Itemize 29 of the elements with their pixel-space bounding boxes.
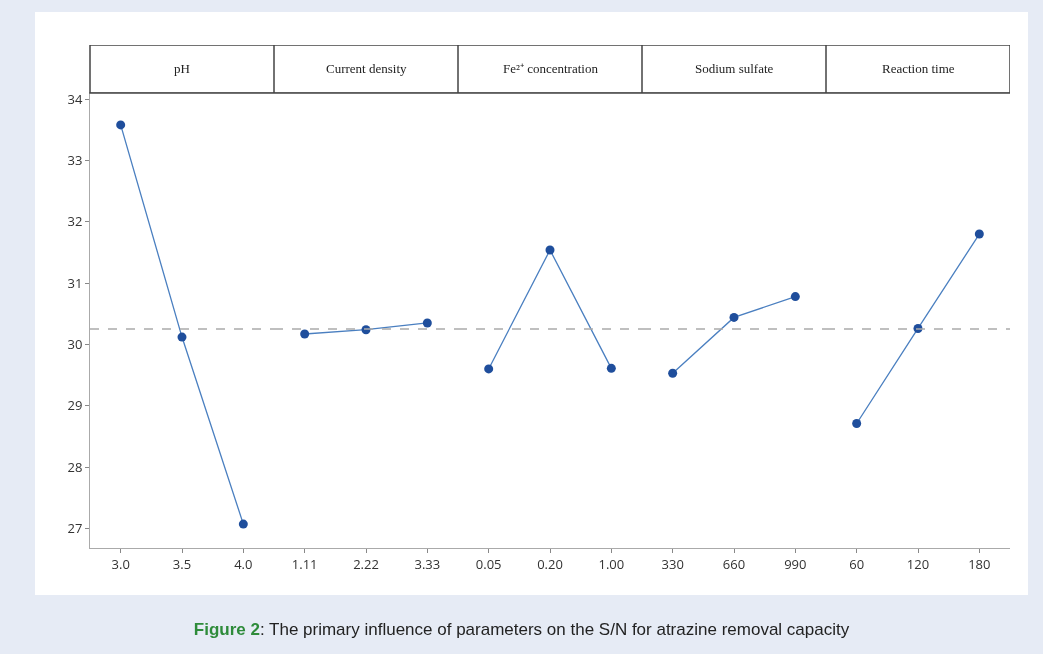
x-tick-label: 2.22 (353, 554, 379, 573)
caption: Figure 2: The primary influence of parameters on the S/N for atrazine removal capacity (193, 620, 850, 639)
x-tick-label: 990 (784, 554, 807, 573)
chart-title: Reaction time (882, 61, 955, 76)
x-tick-label: 330 (661, 554, 684, 573)
chart-title: Current density (326, 61, 408, 76)
x-tick-label: 660 (722, 554, 746, 573)
x-tick-label: 1.00 (598, 554, 625, 573)
y-tick-label: 30 (67, 334, 83, 353)
chart-title: Sodium sulfate (695, 61, 774, 76)
x-tick-label: 0.05 (475, 554, 502, 573)
x-tick-label: 3.0 (111, 554, 130, 573)
x-tick-label: 180 (968, 554, 991, 573)
y-tick-label: 28 (67, 457, 83, 476)
x-tick-label: 0.20 (537, 554, 563, 573)
x-tick-label: 4.0 (234, 554, 253, 573)
chart-title: pH (174, 61, 190, 76)
x-tick-label: 3.33 (414, 554, 441, 573)
y-tick-label: 34 (67, 89, 83, 108)
chart-title: Fe²⁺ concentration (503, 61, 599, 76)
x-tick-label: 3.5 (172, 554, 192, 573)
x-tick-label: 60 (849, 554, 865, 573)
y-tick-label: 33 (67, 151, 83, 169)
y-tick-label: 32 (67, 212, 83, 231)
x-tick-label: 120 (906, 554, 930, 573)
y-tick-label: 31 (67, 273, 83, 292)
x-tick-label: 1.11 (291, 554, 318, 573)
y-tick-label: 27 (67, 518, 83, 537)
y-tick-label: 29 (67, 396, 83, 415)
